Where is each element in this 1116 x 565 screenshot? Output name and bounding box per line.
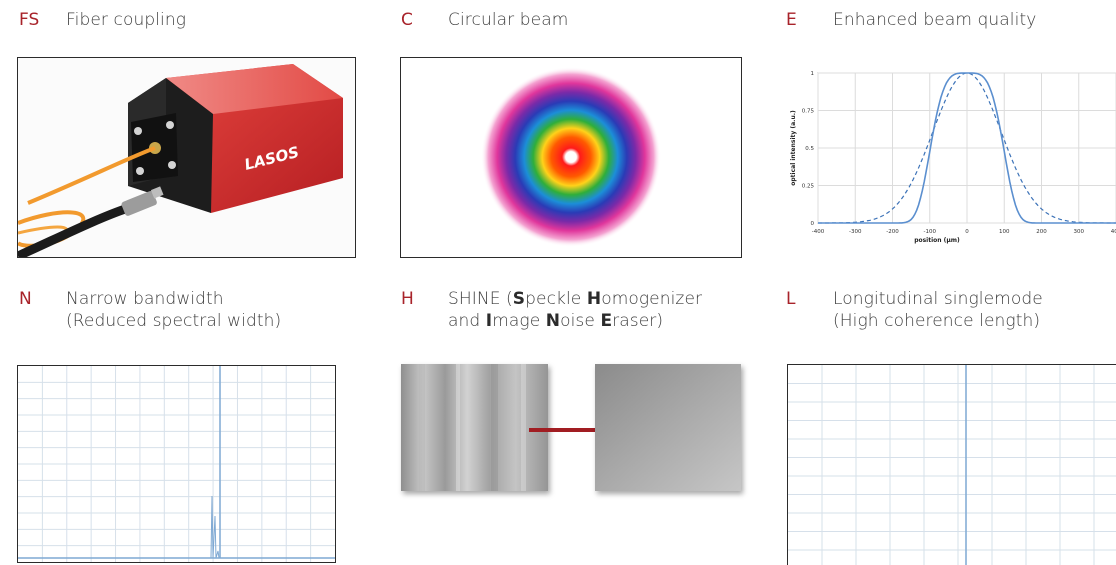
title-part: raser): [612, 311, 664, 331]
laser-photo: LASOS: [17, 57, 356, 258]
acronym-letter-n: N: [545, 311, 561, 331]
side-peaks: [208, 495, 220, 559]
speckle-after-image: [595, 364, 741, 491]
title-part: SHINE (: [448, 289, 513, 309]
y-axis-label: optical intensity (a.u.): [790, 110, 797, 186]
x-tick-label: 0: [965, 229, 969, 235]
series-gaussian-dashed: [818, 72, 1116, 224]
x-tick-label: 300: [1074, 229, 1085, 235]
title-part: mage: [492, 311, 546, 331]
feature-code: C: [401, 10, 413, 30]
feature-title: Fiber coupling: [66, 10, 187, 30]
y-tick-label: 0.75: [802, 109, 815, 115]
feature-title: SHINE (Speckle Homogenizer: [448, 288, 702, 310]
x-tick-label: 100: [999, 229, 1010, 235]
feature-code: FS: [19, 10, 40, 30]
series-beam-profile: [818, 72, 1116, 224]
feature-subtitle: (Reduced spectral width): [66, 311, 282, 331]
acronym-letter-i: I: [485, 311, 493, 331]
feature-code: E: [786, 10, 797, 30]
feature-subtitle: (High coherence length): [833, 311, 1041, 331]
speckle-before-image: [401, 364, 548, 491]
singlemode-plot: [787, 364, 1116, 565]
title-part: oise: [560, 311, 601, 331]
feature-code: N: [19, 289, 32, 309]
acronym-letter-e: E: [600, 311, 613, 331]
feature-title: Longitudinal singlemode: [833, 289, 1043, 309]
x-tick-label: 200: [1036, 229, 1047, 235]
x-axis-label: position (µm): [914, 237, 960, 244]
title-part: and: [448, 311, 486, 331]
x-tick-label: -100: [924, 229, 937, 235]
title-part: peckle: [525, 289, 587, 309]
feature-code: L: [786, 289, 796, 309]
y-tick-label: 0.25: [802, 184, 815, 190]
beam-quality-plot: -400 -300 -200 -100 0 100 200 300 400 0 0.25 0.5 0.7…: [786, 60, 1116, 260]
feature-title: Circular beam: [448, 10, 569, 30]
title-part: omogenizer: [601, 289, 703, 309]
feature-title: Enhanced beam quality: [833, 10, 1037, 30]
x-tick-label: -200: [886, 229, 899, 235]
x-tick-label: -400: [812, 229, 825, 235]
y-tick-label: 0.5: [805, 146, 814, 152]
acronym-letter-s: S: [512, 289, 526, 309]
y-tick-label: 0: [811, 221, 815, 227]
acronym-letter-h: H: [586, 289, 602, 309]
feature-code: H: [401, 289, 414, 309]
beam-profile-image: [400, 57, 742, 258]
y-tick-label: 1: [811, 71, 815, 77]
x-tick-label: -300: [849, 229, 862, 235]
feature-subtitle: and Image Noise Eraser): [448, 310, 663, 332]
feature-title: Narrow bandwidth: [66, 289, 224, 309]
x-tick-label: 400: [1111, 229, 1116, 235]
spectrum-plot: [17, 365, 336, 563]
